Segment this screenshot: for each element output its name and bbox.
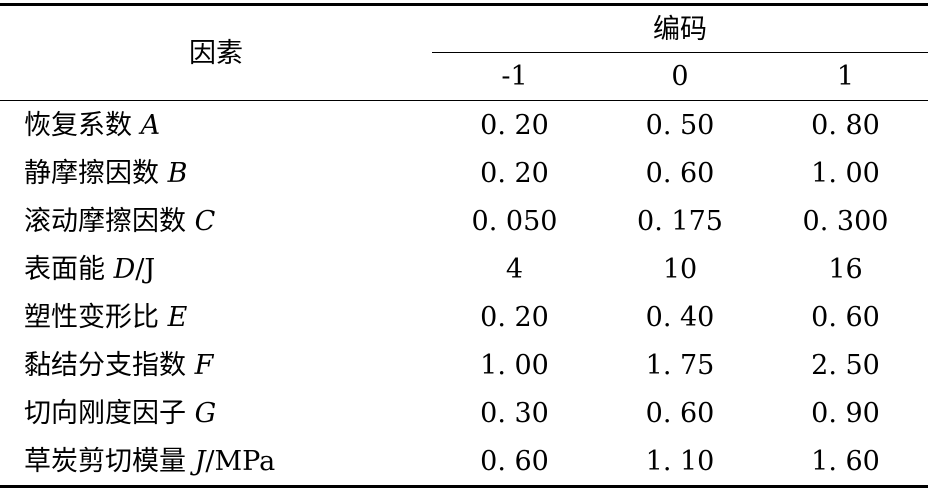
value-cell: 0. 050 xyxy=(471,205,558,237)
value-cell: 0. 20 xyxy=(480,109,549,141)
factor-cell: 滚动摩擦因数 C xyxy=(0,197,432,245)
table-row: 切向刚度因子 G 0. 30 0. 60 0. 90 xyxy=(0,389,928,437)
factor-symbol: J xyxy=(194,445,206,477)
factor-symbol: B xyxy=(167,157,188,189)
factor-label: 滚动摩擦因数 xyxy=(24,205,186,237)
value-cell: 2. 50 xyxy=(811,349,880,381)
factor-cell: 表面能 D/J xyxy=(0,245,432,293)
value-cell: 0. 20 xyxy=(480,301,549,333)
level-header: -1 xyxy=(432,52,597,101)
factor-symbol: D xyxy=(113,253,136,285)
factor-cell: 恢复系数 A xyxy=(0,101,432,150)
value-cell: 0. 60 xyxy=(811,301,880,333)
value-cell: 0. 50 xyxy=(645,109,715,141)
factor-label: 草炭剪切模量 xyxy=(24,445,186,477)
value-cell: 1. 60 xyxy=(763,437,928,488)
table-row: 草炭剪切模量 J/MPa 0. 60 1. 10 1. 60 xyxy=(0,437,928,488)
value-cell: 0. 30 xyxy=(480,397,549,429)
factor-label: 塑性变形比 xyxy=(24,301,159,333)
factor-cell: 草炭剪切模量 J/MPa xyxy=(0,437,432,488)
value-cell: 0. 60 xyxy=(432,437,597,488)
factor-code-table: 因素 编码 -1 0 1 恢复系数 A 0. 20 0. 50 0. 80 静摩… xyxy=(0,3,928,488)
value-cell: 16 xyxy=(828,253,863,285)
header-row-levels: -1 0 1 xyxy=(0,52,928,101)
factor-cell: 黏结分支指数 F xyxy=(0,341,432,389)
factor-cell: 切向刚度因子 G xyxy=(0,389,432,437)
header-row-top: 因素 编码 xyxy=(0,3,928,101)
code-header: 编码 xyxy=(432,3,928,53)
value-cell: 0. 20 xyxy=(480,157,549,189)
table-row: 塑性变形比 E 0. 20 0. 40 0. 60 xyxy=(0,293,928,341)
value-cell: 1. 00 xyxy=(480,349,549,381)
level-header: 0 xyxy=(597,52,763,101)
factor-label: 表面能 xyxy=(24,253,105,285)
factor-unit: /MPa xyxy=(205,445,276,477)
table-row: 恢复系数 A 0. 20 0. 50 0. 80 xyxy=(0,101,928,150)
table-row: 滚动摩擦因数 C 0. 050 0. 175 0. 300 xyxy=(0,197,928,245)
factor-cell: 静摩擦因数 B xyxy=(0,149,432,197)
value-cell: 10 xyxy=(662,253,698,285)
value-cell: 1. 75 xyxy=(645,349,715,381)
factor-symbol: F xyxy=(194,349,214,381)
value-cell: 0. 80 xyxy=(811,109,880,141)
factor-symbol: A xyxy=(140,109,161,141)
factor-header: 因素 xyxy=(0,3,432,101)
value-cell: 0. 175 xyxy=(637,205,723,237)
table-row: 黏结分支指数 F 1. 00 1. 75 2. 50 xyxy=(0,341,928,389)
factor-symbol: C xyxy=(194,205,216,237)
factor-symbol: G xyxy=(194,397,217,429)
table-row: 表面能 D/J 4 10 16 xyxy=(0,245,928,293)
value-cell: 1. 00 xyxy=(811,157,880,189)
factor-label: 恢复系数 xyxy=(24,109,132,141)
factor-unit: /J xyxy=(135,253,156,285)
value-cell: 0. 60 xyxy=(645,157,715,189)
table-row: 静摩擦因数 B 0. 20 0. 60 1. 00 xyxy=(0,149,928,197)
factor-symbol: E xyxy=(167,301,188,333)
level-header: 1 xyxy=(763,52,928,101)
factor-label: 切向刚度因子 xyxy=(24,397,186,429)
value-cell: 0. 60 xyxy=(645,397,715,429)
factor-label: 黏结分支指数 xyxy=(24,349,186,381)
factor-label: 静摩擦因数 xyxy=(24,157,159,189)
value-cell: 1. 10 xyxy=(597,437,763,488)
value-cell: 0. 40 xyxy=(645,301,715,333)
value-cell: 0. 300 xyxy=(802,205,889,237)
factor-cell: 塑性变形比 E xyxy=(0,293,432,341)
value-cell: 4 xyxy=(505,253,524,285)
value-cell: 0. 90 xyxy=(811,397,880,429)
